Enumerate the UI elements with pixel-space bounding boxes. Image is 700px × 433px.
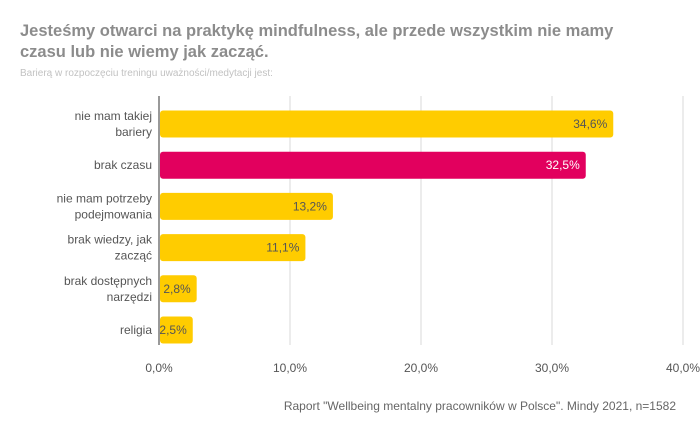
category-label-line: nie mam takiej (75, 109, 152, 123)
x-tick-label: 30,0% (535, 361, 569, 375)
data-label: 32,5% (546, 158, 580, 172)
category-label-line: religia (120, 323, 152, 337)
bar (160, 275, 197, 303)
category-label-line: bariery (115, 125, 152, 139)
source-note: Raport "Wellbeing mentalny pracowników w… (283, 399, 676, 413)
x-tick-label: 40,0% (666, 361, 700, 375)
category-label: religia (120, 323, 152, 337)
bar (160, 110, 614, 138)
bar (160, 151, 586, 179)
category-label-line: nie mam potrzeby (57, 191, 152, 205)
category-label-line: brak dostępnych (64, 274, 152, 288)
chart-subtitle: Barierą w rozpoczęciu treningu uważności… (20, 68, 273, 79)
data-label: 34,6% (573, 117, 607, 131)
category-label: brak dostępnych narzędzi (64, 274, 152, 304)
category-label-line: zacząć (115, 249, 152, 263)
data-label: 2,5% (159, 323, 187, 337)
category-label: brak wiedzy, jak zacząć (68, 233, 153, 263)
category-label: brak czasu (94, 158, 152, 172)
category-label-line: brak czasu (94, 158, 152, 172)
category-label: nie mam takiej bariery (75, 109, 152, 139)
category-label-line: brak wiedzy, jak (68, 233, 153, 247)
bar (160, 316, 193, 344)
x-tick-label: 0,0% (145, 361, 173, 375)
bar (160, 192, 333, 220)
category-label-line: narzędzi (107, 290, 152, 304)
x-tick-label: 20,0% (404, 361, 438, 375)
category-label-line: podejmowania (75, 207, 153, 221)
category-label: nie mam potrzeby podejmowania (57, 191, 153, 221)
data-label: 13,2% (293, 199, 327, 213)
x-tick-label: 10,0% (273, 361, 307, 375)
data-label: 2,8% (163, 282, 191, 296)
bar (160, 234, 306, 262)
chart-title: Jesteśmy otwarci na praktykę mindfulness… (20, 22, 614, 61)
data-label: 11,1% (266, 241, 299, 255)
